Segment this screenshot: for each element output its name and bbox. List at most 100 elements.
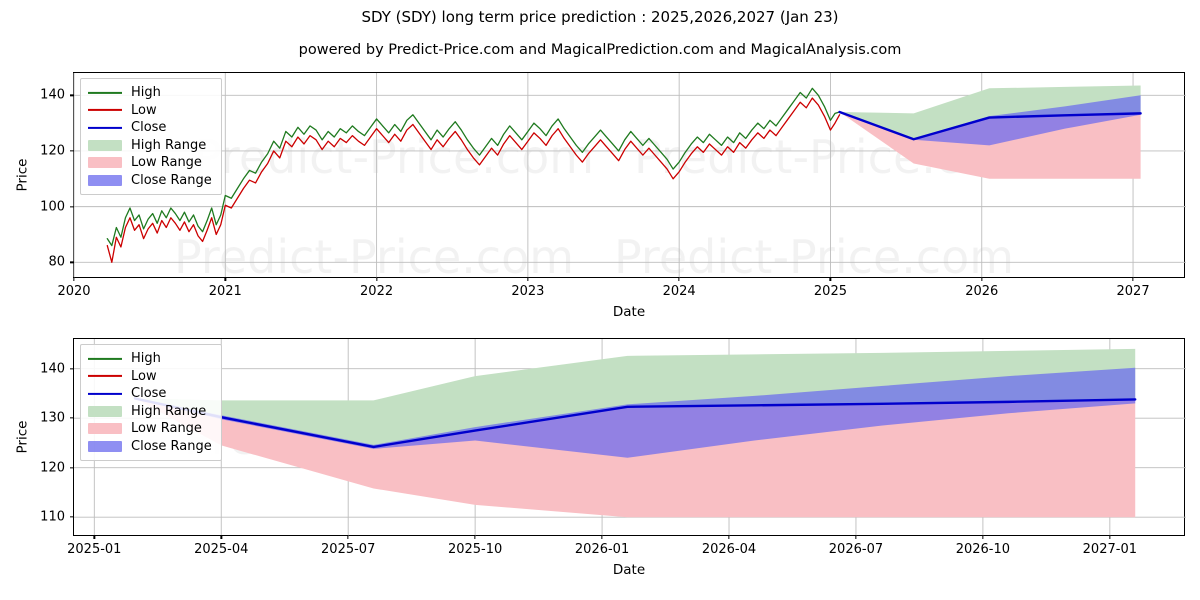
y-tick-mark — [70, 467, 74, 469]
x-tick-label: 2026-01 — [574, 542, 630, 557]
x-tick-mark — [982, 535, 984, 539]
close-forecast-line — [838, 110, 1142, 141]
top-legend-item: Close Range — [88, 172, 212, 190]
bottom-legend-item: Close Range — [88, 438, 212, 456]
x-tick-mark — [601, 535, 603, 539]
high-range-band — [839, 85, 1141, 140]
legend-label: Close — [131, 386, 167, 402]
low-price-line — [106, 97, 841, 263]
bottom-legend-item: High — [88, 350, 212, 368]
y-tick-label: 130 — [40, 410, 65, 426]
bottom-chart-xlabel: Date — [612, 562, 646, 578]
x-tick-label: 2025 — [813, 284, 847, 299]
y-tick-label: 120 — [40, 460, 65, 476]
close-range-band — [839, 95, 1141, 146]
y-tick-mark — [70, 94, 74, 96]
x-tick-mark — [1109, 535, 1111, 539]
y-tick-mark — [70, 205, 74, 208]
top-chart-xlabel: Date — [612, 304, 646, 320]
x-tick-label: 2027 — [1116, 284, 1150, 299]
x-tick-mark — [347, 535, 349, 539]
bottom-chart-legend: High Low Close High Range Low Range Close Ran… — [80, 344, 222, 461]
x-tick-label: 2026-07 — [828, 542, 884, 557]
y-tick-mark — [70, 368, 74, 370]
legend-label: Close — [131, 120, 167, 136]
low-range-band — [839, 111, 1141, 179]
x-tick-mark — [224, 277, 226, 281]
legend-swatch-low-range-icon — [88, 157, 122, 169]
legend-swatch-close-icon — [88, 388, 122, 400]
bottom-chart-ylabel: Price — [13, 420, 30, 454]
top-legend-item: Low Range — [88, 154, 212, 172]
top-legend-item: Close — [88, 119, 212, 137]
x-tick-label: 2025-01 — [67, 542, 122, 557]
x-tick-mark — [678, 277, 680, 281]
x-tick-mark — [981, 277, 983, 281]
x-tick-label: 2026-10 — [955, 542, 1011, 557]
legend-label: Close Range — [131, 438, 212, 454]
legend-label: High Range — [131, 137, 207, 153]
y-tick-mark — [70, 417, 74, 419]
legend-label: Low Range — [131, 421, 202, 437]
x-tick-mark — [375, 277, 378, 281]
legend-label: Low — [131, 368, 157, 384]
legend-swatch-low-icon — [88, 370, 122, 382]
x-tick-mark — [1132, 277, 1134, 281]
x-tick-mark — [73, 277, 75, 281]
x-tick-mark — [220, 535, 222, 539]
x-tick-mark — [728, 535, 730, 539]
bottom-legend-item: Low Range — [88, 420, 212, 438]
high-range-band — [134, 348, 1136, 447]
legend-swatch-close-range-icon — [88, 440, 122, 452]
x-tick-label: 2025-04 — [194, 542, 249, 557]
legend-label: Low Range — [131, 155, 202, 171]
legend-swatch-high-icon — [88, 353, 122, 365]
page-subtitle: powered by Predict-Price.com and Magical… — [298, 42, 902, 58]
y-tick-label: 140 — [40, 87, 65, 103]
x-tick-mark — [527, 277, 529, 281]
x-tick-label: 2026-04 — [701, 542, 757, 557]
x-tick-label: 2025-10 — [447, 542, 503, 557]
top-legend-item: Low — [88, 102, 212, 120]
legend-label: Close Range — [131, 172, 212, 188]
y-tick-mark — [70, 516, 74, 518]
x-tick-label: 2024 — [662, 284, 696, 299]
x-tick-label: 2021 — [208, 284, 242, 299]
top-chart-ylabel: Price — [13, 158, 30, 192]
watermark: Predict-Price.com — [174, 230, 574, 284]
legend-swatch-low-icon — [88, 104, 122, 116]
top-legend-item: High — [88, 84, 212, 102]
bottom-legend-item: High Range — [88, 403, 212, 421]
low-range-band — [134, 398, 1136, 518]
close-range-band — [134, 367, 1136, 458]
legend-swatch-low-range-icon — [88, 423, 122, 435]
legend-swatch-high-range-icon — [88, 139, 122, 151]
y-tick-label: 80 — [48, 254, 65, 270]
y-tick-mark — [70, 261, 74, 263]
legend-swatch-close-icon — [88, 122, 122, 134]
high-price-line — [106, 87, 841, 247]
x-tick-label: 2022 — [360, 284, 394, 299]
legend-label: High Range — [131, 403, 207, 419]
watermark: Predict-Price.com — [614, 230, 1014, 284]
x-tick-mark — [829, 277, 832, 281]
x-tick-mark — [474, 535, 476, 539]
legend-label: Low — [131, 102, 157, 118]
y-tick-mark — [70, 150, 74, 152]
legend-label: High — [131, 85, 161, 101]
x-tick-label: 2025-07 — [321, 542, 376, 557]
x-tick-label: 2027-01 — [1082, 542, 1137, 557]
legend-swatch-close-range-icon — [88, 174, 122, 186]
top-chart-legend: High Low Close High Range Low Range Close Ran… — [80, 78, 222, 195]
top-legend-item: High Range — [88, 137, 212, 155]
y-tick-label: 140 — [40, 361, 65, 377]
top-chart-plot: Predict-Price.com Predict-Price.com Predic… — [73, 73, 1186, 284]
page-title: SDY (SDY) long term price prediction : 2… — [361, 8, 839, 26]
legend-label: High — [131, 351, 161, 367]
y-tick-label: 100 — [40, 199, 65, 215]
bottom-legend-item: Close — [88, 385, 212, 403]
top-chart-axes: Predict-Price.com Predict-Price.com Predic… — [40, 72, 1186, 299]
